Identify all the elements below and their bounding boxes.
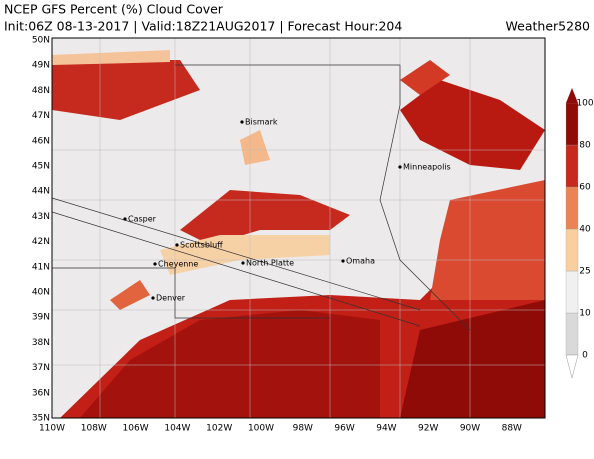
latitude-label: 48N: [32, 86, 50, 96]
city-dot: [341, 259, 345, 263]
longitude-label: 98W: [293, 424, 313, 434]
latitude-label: 44N: [32, 187, 50, 197]
latitude-label: 37N: [32, 363, 50, 373]
colorbar-tick-label: 80: [579, 141, 591, 151]
city-label: Omaha: [346, 257, 375, 266]
map-area: [52, 38, 545, 418]
city-label: Casper: [128, 215, 157, 224]
colorbar-segment: [565, 102, 579, 146]
colorbar-cap-top: [566, 88, 578, 103]
latitude-label: 35N: [32, 414, 50, 424]
colorbar-tick-label: 10: [579, 309, 591, 319]
latitude-label: 46N: [32, 136, 50, 146]
city-label: Denver: [156, 294, 186, 303]
city-dot: [398, 165, 402, 169]
latitude-label: 45N: [32, 162, 50, 172]
longitude-label: 104W: [164, 424, 190, 434]
latitude-label: 41N: [32, 262, 50, 272]
latitude-label: 47N: [32, 111, 50, 121]
colorbar-tick-label: 25: [579, 267, 590, 277]
latitude-label: 40N: [32, 288, 50, 298]
longitude-label: 108W: [81, 424, 107, 434]
latitude-label: 42N: [32, 237, 50, 247]
city-label: Cheyenne: [158, 260, 198, 269]
longitude-label: 110W: [39, 424, 65, 434]
city-dot: [151, 296, 155, 300]
latitude-label: 50N: [32, 36, 50, 46]
latitude-label: 49N: [32, 61, 50, 71]
colorbar-tick-label: 0: [582, 351, 588, 361]
longitude-label: 96W: [334, 424, 354, 434]
city-label: Bismark: [245, 118, 278, 127]
city-dot: [175, 243, 179, 247]
colorbar-tick-label: 100: [576, 99, 593, 109]
colorbar-tick-label: 60: [579, 183, 591, 193]
colorbar-segment: [565, 186, 579, 230]
colorbar-segment: [565, 144, 579, 188]
city-dot: [240, 120, 244, 124]
city-dot: [241, 261, 245, 265]
longitude-label: 106W: [123, 424, 149, 434]
brand: Weather5280: [506, 19, 590, 34]
city-dot: [153, 262, 157, 266]
latitude-label: 43N: [32, 212, 50, 222]
latitude-label: 38N: [32, 338, 50, 348]
longitude-label: 100W: [248, 424, 274, 434]
city-dot: [123, 217, 127, 221]
longitude-label: 92W: [418, 424, 438, 434]
colorbar-segment: [565, 312, 579, 356]
colorbar-cap-bottom: [565, 354, 579, 379]
city-label: Minneapolis: [403, 163, 451, 172]
info: Init:06Z 08-13-2017 | Valid:18Z21AUG2017…: [4, 19, 402, 34]
longitude-label: 102W: [206, 424, 232, 434]
colorbar-segment: [565, 270, 579, 314]
colorbar: 0 10 25 40 60 80 100: [565, 88, 594, 379]
longitude-label: 94W: [376, 424, 396, 434]
map-frame: [51, 37, 546, 419]
colorbar-segment: [565, 228, 579, 272]
longitude-label: 90W: [460, 424, 480, 434]
city-label: Scottsbluff: [180, 241, 223, 250]
latitude-label: 36N: [32, 388, 50, 398]
latitude-label: 39N: [32, 313, 50, 323]
city-label: North Platte: [246, 259, 294, 268]
longitude-label: 88W: [502, 424, 522, 434]
title: NCEP GFS Percent (%) Cloud Cover: [4, 2, 224, 17]
colorbar-tick-label: 40: [579, 225, 591, 235]
